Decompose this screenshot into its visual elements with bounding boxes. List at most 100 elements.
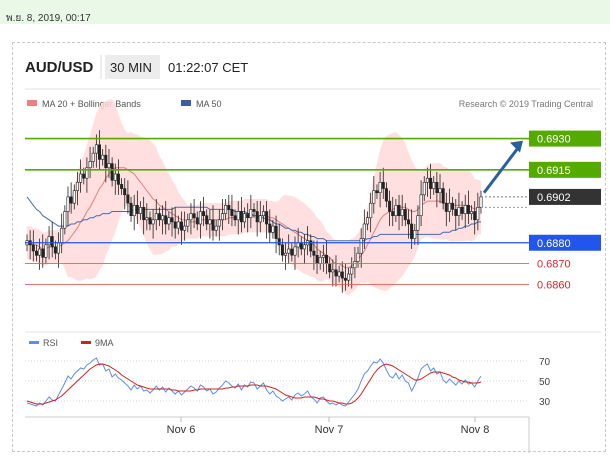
candle <box>397 194 401 231</box>
candle-body <box>296 242 300 248</box>
candle <box>224 199 228 220</box>
candle-body <box>388 200 392 212</box>
candle-body <box>63 211 67 229</box>
candle <box>460 201 464 220</box>
forecast-arrow <box>482 140 523 194</box>
candle-body <box>419 194 423 216</box>
candle-body <box>145 217 149 221</box>
x-axis: Nov 6 Nov 7 Nov 8 <box>25 416 530 453</box>
candle <box>403 203 407 227</box>
candle <box>116 159 120 195</box>
candle <box>38 238 42 270</box>
timestamp-bar: พ.ย. 8, 2019, 00:17 <box>0 0 610 24</box>
candle-body <box>290 248 294 256</box>
candle <box>189 203 193 235</box>
bollinger-band <box>27 99 481 296</box>
candle <box>451 196 455 216</box>
candle <box>466 190 470 224</box>
candle <box>369 192 373 233</box>
candle-body <box>460 207 464 214</box>
candle <box>72 184 76 210</box>
rsi-legend-label: RSI <box>43 338 58 348</box>
candle-body <box>422 182 426 196</box>
candle-body <box>425 177 429 183</box>
rsi-tick-label: 70 <box>539 357 551 368</box>
x-tick-label: Nov 6 <box>167 424 196 436</box>
candle <box>236 201 240 235</box>
candle-body <box>356 252 360 262</box>
candle <box>356 246 360 268</box>
candle-body <box>214 225 218 231</box>
candle-body <box>441 188 445 204</box>
candle <box>53 240 57 260</box>
resistance-1-level: 0.6915 <box>25 161 601 178</box>
candle <box>110 157 114 187</box>
timestamp: พ.ย. 8, 2019, 00:17 <box>6 13 91 24</box>
candle <box>384 182 388 208</box>
candle <box>283 242 287 270</box>
candle-body <box>180 221 184 231</box>
candle-body <box>413 230 417 239</box>
candle-body <box>113 173 117 181</box>
candle <box>277 224 281 256</box>
candle-body <box>271 225 275 233</box>
candle-body <box>161 215 165 221</box>
candle <box>476 192 480 231</box>
candle-body <box>429 177 433 189</box>
resistance-2-label: 0.6930 <box>537 134 571 146</box>
candle <box>422 176 426 202</box>
candle <box>227 194 231 224</box>
candle-body <box>262 211 266 216</box>
candle-body <box>454 209 458 216</box>
candle <box>274 215 278 254</box>
candle <box>287 234 291 264</box>
chart-canvas: AUD/USD 30 MIN 01:22:07 CET MA 20 + Boll… <box>25 55 601 453</box>
candle-body <box>82 173 86 179</box>
candle <box>378 171 382 208</box>
candle-body <box>164 215 168 225</box>
candle <box>350 257 354 289</box>
chart-panel: AUD/USD 30 MIN 01:22:07 CET MA 20 + Boll… <box>12 42 606 453</box>
candle-body <box>406 219 410 225</box>
candle-body <box>116 173 120 185</box>
candle <box>309 234 313 258</box>
candle-body <box>274 225 278 239</box>
candle-body <box>334 269 338 277</box>
candle-body <box>151 219 155 225</box>
candle-body <box>34 250 38 256</box>
candle-body <box>312 250 316 256</box>
candle-body <box>205 215 209 225</box>
candle <box>205 209 209 231</box>
candle <box>239 196 243 233</box>
interval-badge <box>105 55 160 79</box>
ma50-legend-label: MA 50 <box>196 99 222 109</box>
candle <box>85 157 89 193</box>
candle-body <box>170 217 174 223</box>
candle <box>290 242 294 262</box>
candle-body <box>340 271 344 279</box>
x-tick-label: Nov 7 <box>315 424 344 436</box>
candle-body <box>309 240 313 252</box>
rsi-ma-legend-swatch <box>81 341 91 344</box>
candle <box>388 190 392 227</box>
candle <box>243 207 247 229</box>
candle <box>334 255 338 287</box>
candle-body <box>265 211 269 225</box>
candle-body <box>321 255 325 258</box>
candle-body <box>416 215 420 231</box>
candle <box>217 209 221 241</box>
candle <box>94 134 98 168</box>
candle <box>406 209 410 239</box>
candle-body <box>224 205 228 214</box>
candle-body <box>369 202 373 219</box>
candle-body <box>438 188 442 194</box>
candle-body <box>397 205 401 217</box>
candle-body <box>208 219 212 225</box>
candle-body <box>123 188 127 196</box>
candle-body <box>75 182 79 191</box>
candle <box>157 207 161 227</box>
candle-body <box>457 207 461 216</box>
candle <box>91 146 95 168</box>
candle <box>180 211 184 245</box>
candle <box>126 180 130 214</box>
